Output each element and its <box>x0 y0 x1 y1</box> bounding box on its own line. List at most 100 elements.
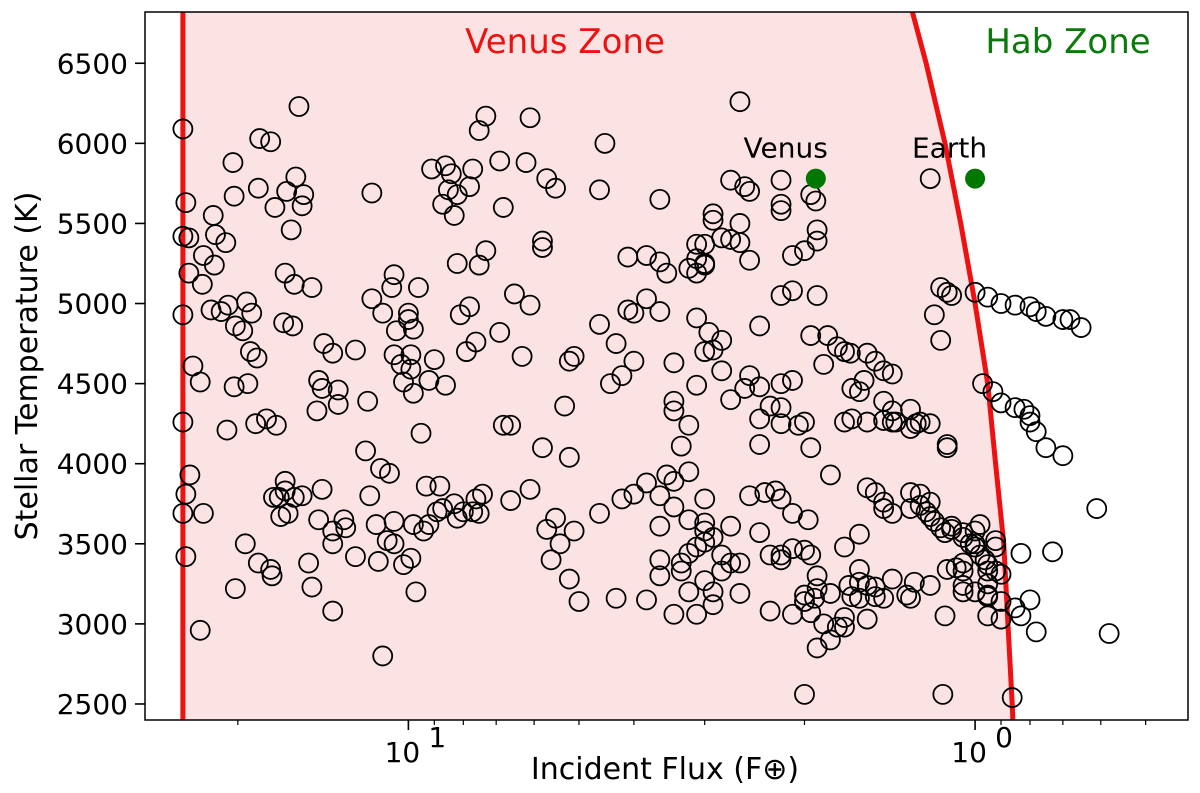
planet-point <box>797 509 819 531</box>
planet-point <box>694 531 716 553</box>
planet-point <box>322 600 344 622</box>
planet-point <box>794 584 815 606</box>
planet-point <box>301 576 323 598</box>
planet-point <box>400 547 422 569</box>
planet-point <box>532 237 553 258</box>
planet-point <box>308 370 330 391</box>
planet-point <box>519 478 541 500</box>
planet-point <box>770 544 792 566</box>
planet-point <box>492 197 514 218</box>
planet-point <box>241 302 263 324</box>
planet-point <box>605 587 627 609</box>
planet-point <box>656 262 678 284</box>
planet-point <box>770 397 792 419</box>
planet-point <box>856 342 878 364</box>
earth-label: Earth <box>912 132 987 165</box>
planet-point <box>839 342 861 364</box>
planet-point <box>932 683 954 705</box>
y-axis-ticks: 2500 3000 3500 4000 4500 5000 5500 6000 6500 <box>57 47 145 721</box>
planet-point <box>383 533 405 555</box>
planet-point <box>475 105 497 127</box>
planet-point <box>794 240 815 262</box>
planet-point <box>589 502 610 524</box>
planet-point <box>770 193 792 215</box>
planet-point <box>203 254 225 276</box>
planet-point <box>489 150 511 172</box>
planet-point <box>936 281 958 303</box>
planet-point <box>335 517 357 539</box>
planet-point <box>191 273 213 295</box>
planet-point <box>749 434 771 455</box>
planet-point <box>393 554 414 576</box>
planet-point <box>964 581 986 603</box>
planet-point <box>649 189 671 210</box>
planet-point <box>941 518 963 540</box>
planet-point <box>734 378 756 399</box>
planet-point <box>663 400 685 422</box>
planet-point <box>985 560 1007 582</box>
planet-point <box>977 586 999 608</box>
planet-point <box>678 414 700 436</box>
planet-point <box>694 488 716 510</box>
venus-zone-fill <box>182 12 1013 720</box>
planet-point <box>1001 687 1023 708</box>
x-axis-ticks: 10 1 10 0 <box>237 720 1147 769</box>
planet-point <box>952 522 974 543</box>
planet-point <box>361 182 383 204</box>
planet-point <box>834 607 855 628</box>
reference-planets-layer: Venus Earth <box>744 132 987 189</box>
y-tick-label: 4000 <box>57 448 128 481</box>
planet-point <box>558 350 580 372</box>
planet-point <box>223 185 245 207</box>
planet-point <box>260 131 282 153</box>
planet-point <box>649 515 671 537</box>
planet-point <box>686 307 708 329</box>
planet-point <box>357 390 379 412</box>
planet-point <box>413 520 435 542</box>
planet-point <box>739 249 760 271</box>
planet-point <box>806 578 828 600</box>
planet-point <box>805 190 827 212</box>
planet-point <box>435 155 456 177</box>
planet-point <box>623 483 645 505</box>
planet-point <box>770 200 792 222</box>
planet-point <box>759 395 781 417</box>
planet-point <box>333 509 355 531</box>
planet-point <box>806 285 828 306</box>
planet-point <box>849 523 870 545</box>
planet-point <box>500 490 522 511</box>
planet-point <box>282 315 304 337</box>
planet-point <box>449 304 471 326</box>
planet-point <box>429 475 451 497</box>
planet-point <box>532 230 553 252</box>
planet-point <box>686 603 708 625</box>
planet-point <box>568 591 590 612</box>
planet-point <box>172 411 194 433</box>
x-tick-label: 10 <box>385 736 421 769</box>
planet-point <box>990 293 1012 314</box>
venus-marker <box>805 168 826 189</box>
planet-point <box>678 543 700 564</box>
planet-point <box>834 536 855 558</box>
planet-point <box>273 312 295 334</box>
planet-point <box>249 128 271 149</box>
planet-point <box>820 583 841 604</box>
planet-point <box>475 240 497 262</box>
planet-point <box>678 581 700 603</box>
planet-point <box>800 437 822 459</box>
planet-point <box>782 370 803 391</box>
planet-point <box>686 233 708 255</box>
planet-point <box>909 411 931 433</box>
planet-point <box>729 213 751 234</box>
planet-point <box>739 485 760 507</box>
planet-point <box>990 563 1012 585</box>
planet-point <box>759 544 781 566</box>
planet-point <box>178 262 200 284</box>
planet-point <box>969 514 991 535</box>
planet-point <box>172 304 194 326</box>
planet-point <box>418 370 440 391</box>
planet-point <box>749 376 771 398</box>
planet-point <box>896 584 918 606</box>
planet-point <box>881 363 903 385</box>
planet-point <box>656 464 678 486</box>
